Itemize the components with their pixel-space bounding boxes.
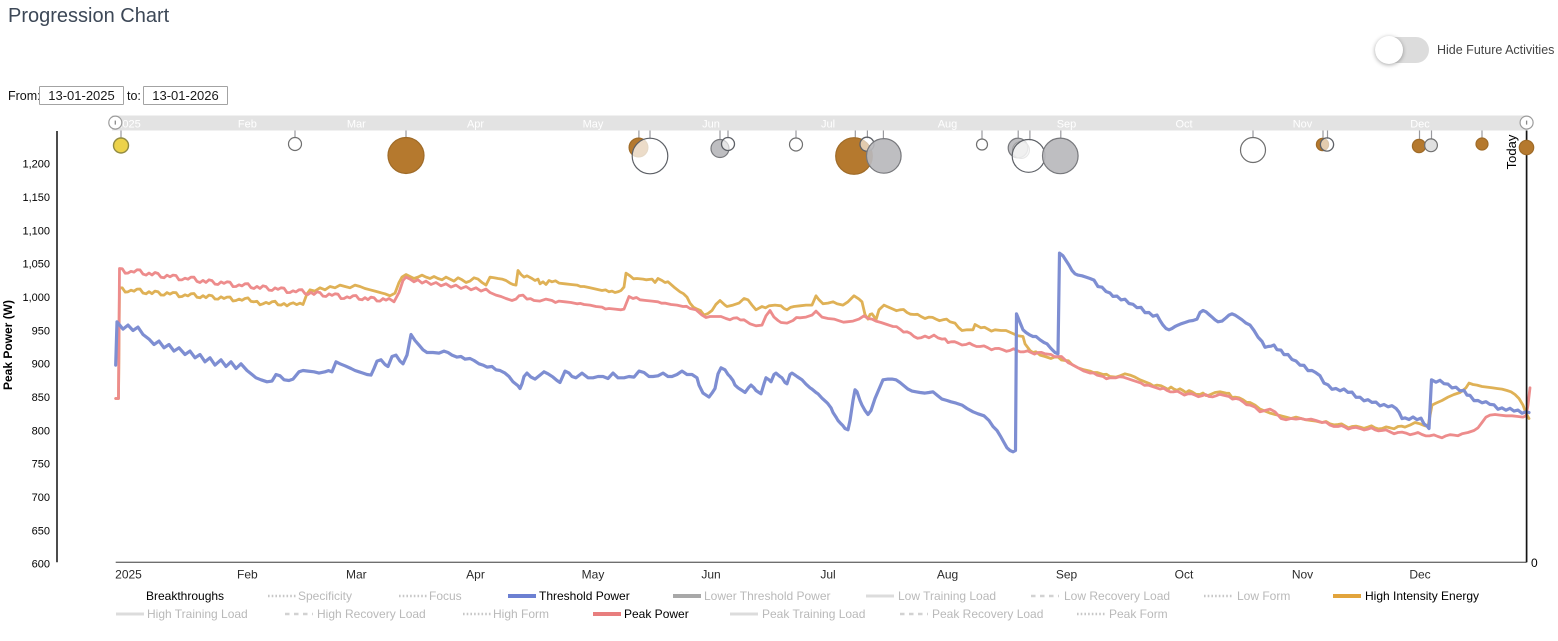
svg-text:Low Training Load: Low Training Load [898, 589, 996, 603]
svg-text:Sep: Sep [1056, 568, 1078, 582]
svg-text:Dec: Dec [1410, 118, 1430, 130]
svg-text:Jul: Jul [821, 118, 835, 130]
svg-text:High Training Load: High Training Load [147, 607, 248, 621]
svg-text:Focus: Focus [429, 589, 462, 603]
svg-text:950: 950 [32, 325, 50, 337]
svg-text:1,150: 1,150 [22, 192, 50, 204]
svg-text:High Intensity Energy: High Intensity Energy [1365, 589, 1479, 603]
svg-text:750: 750 [32, 459, 50, 471]
svg-text:Threshold Power: Threshold Power [539, 589, 630, 603]
svg-text:Dec: Dec [1409, 568, 1430, 582]
svg-text:600: 600 [32, 559, 50, 571]
svg-text:Aug: Aug [938, 118, 958, 130]
svg-text:1,100: 1,100 [22, 225, 50, 237]
svg-text:0: 0 [1531, 556, 1538, 570]
svg-text:Feb: Feb [238, 118, 257, 130]
svg-text:800: 800 [32, 425, 50, 437]
svg-text:May: May [582, 568, 605, 582]
svg-text:Low Recovery Load: Low Recovery Load [1064, 589, 1170, 603]
svg-text:Apr: Apr [467, 118, 484, 130]
svg-text:May: May [583, 118, 604, 130]
svg-text:Jun: Jun [701, 568, 720, 582]
svg-text:Mar: Mar [347, 118, 366, 130]
svg-text:650: 650 [32, 525, 50, 537]
svg-text:Peak Training Load: Peak Training Load [762, 607, 865, 621]
svg-text:Mar: Mar [346, 568, 367, 582]
svg-text:Apr: Apr [466, 568, 485, 582]
svg-text:Peak Power: Peak Power [624, 607, 689, 621]
svg-text:Feb: Feb [237, 568, 258, 582]
svg-text:850: 850 [32, 392, 50, 404]
svg-text:Nov: Nov [1293, 118, 1313, 130]
svg-text:Oct: Oct [1175, 118, 1192, 130]
svg-text:High Recovery Load: High Recovery Load [317, 607, 426, 621]
svg-text:Lower Threshold Power: Lower Threshold Power [704, 589, 831, 603]
svg-text:Breakthroughs: Breakthroughs [146, 589, 224, 603]
svg-text:Peak Recovery Load: Peak Recovery Load [932, 607, 1043, 621]
svg-text:Oct: Oct [1175, 568, 1194, 582]
svg-text:High Form: High Form [493, 607, 549, 621]
svg-text:1,200: 1,200 [22, 159, 50, 171]
svg-text:Jul: Jul [820, 568, 835, 582]
svg-text:700: 700 [32, 492, 50, 504]
svg-text:Peak Power (W): Peak Power (W) [1, 300, 15, 390]
svg-text:Low Form: Low Form [1237, 589, 1290, 603]
svg-text:2025: 2025 [116, 118, 140, 130]
svg-text:Nov: Nov [1292, 568, 1313, 582]
svg-text:1,050: 1,050 [22, 259, 50, 271]
svg-text:Today: Today [1504, 134, 1519, 169]
svg-text:Jun: Jun [702, 118, 720, 130]
svg-text:1,000: 1,000 [22, 292, 50, 304]
svg-text:Peak Form: Peak Form [1109, 607, 1168, 621]
svg-text:Aug: Aug [937, 568, 958, 582]
svg-text:2025: 2025 [115, 568, 142, 582]
svg-text:900: 900 [32, 359, 50, 371]
svg-text:Specificity: Specificity [298, 589, 352, 603]
svg-text:Sep: Sep [1057, 118, 1077, 130]
